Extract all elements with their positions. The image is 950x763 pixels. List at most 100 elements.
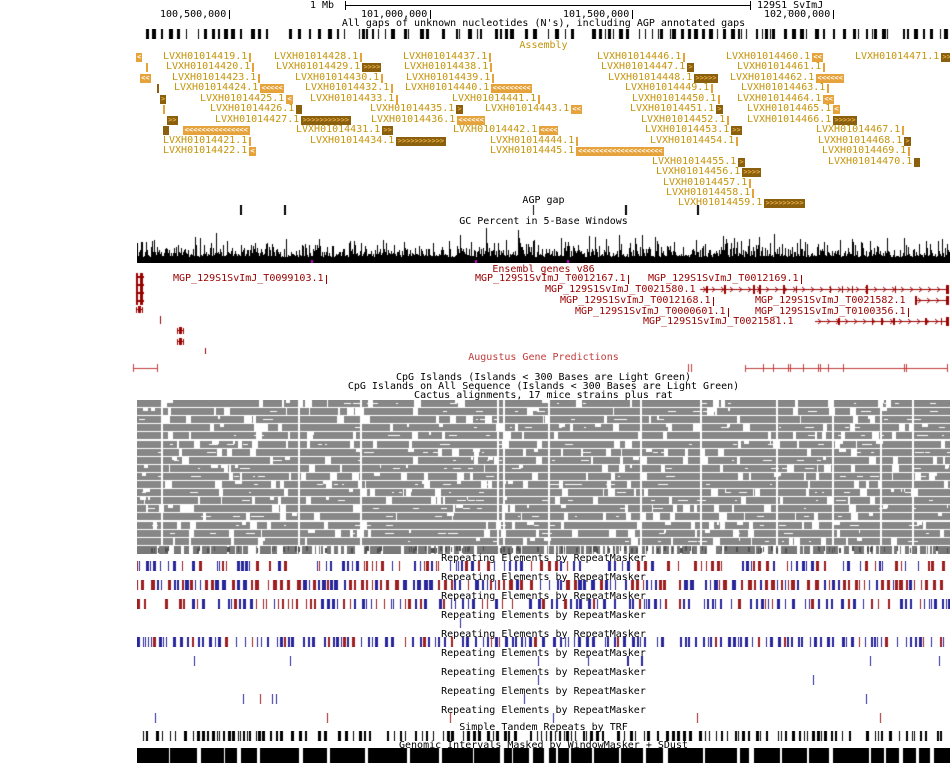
assembly-contig[interactable]: LVXH01014443.1 << xyxy=(485,104,582,114)
assembly-contig[interactable]: LVXH01014465.1 < xyxy=(747,104,840,114)
assembly-contig[interactable]: LVXH01014467.1 xyxy=(816,125,905,135)
ensembl-gene-label: MGP_129S1SvImJ_T0000601.1 xyxy=(575,306,726,317)
assembly-contig[interactable]: LVXH01014457.1 xyxy=(663,178,752,188)
repeatmasker-track-title: Repeating Elements by RepeatMasker xyxy=(441,591,646,602)
assembly-contig[interactable]: LVXH01014445.1 <<<<<<<<<<<<<<<<<<<< xyxy=(490,146,665,156)
ensembl-gene-models[interactable] xyxy=(130,272,950,354)
assembly-contig[interactable]: LVXH01014430.1 xyxy=(295,73,384,83)
assembly-contig[interactable]: << xyxy=(140,73,151,83)
assembly-contig-box xyxy=(576,136,579,146)
repeatmasker-track[interactable] xyxy=(137,694,950,704)
assembly-contig[interactable]: LVXH01014468.1 > xyxy=(818,136,911,146)
assembly-contig[interactable]: LVXH01014436.1 <<<<<< xyxy=(371,115,486,125)
assembly-contig[interactable] xyxy=(163,104,165,114)
assembly-contig[interactable]: LVXH01014460.1 << xyxy=(726,52,823,62)
assembly-contig[interactable]: LVXH01014431.1 >> xyxy=(296,125,393,135)
assembly-contig[interactable]: LVXH01014466.1 >>>>> xyxy=(747,115,857,125)
assembly-contig[interactable]: LVXH01014435.1 > xyxy=(370,104,463,114)
repeatmasker-track[interactable] xyxy=(137,637,950,647)
assembly-contig-label: LVXH01014429.1 xyxy=(276,61,361,72)
assembly-contig[interactable]: LVXH01014428.1 xyxy=(274,52,363,62)
assembly-contig[interactable]: LVXH01014432.1 xyxy=(305,83,394,93)
assembly-contig[interactable]: LVXH01014434.1 >>>>>>>>>>> xyxy=(310,136,446,146)
assembly-contig[interactable]: LVXH01014429.1 >>>> xyxy=(276,61,382,72)
ensembl-gene[interactable]: MGP_129S1SvImJ_T0000601.1 xyxy=(575,307,729,317)
assembly-contig[interactable]: LVXH01014421.1 xyxy=(163,136,252,146)
ruler-coordinate-label: 101,500,000 xyxy=(563,9,630,20)
assembly-contig[interactable]: LVXH01014471.1>>>>> xyxy=(855,52,950,62)
assembly-contig[interactable]: < xyxy=(136,52,143,62)
assembly-contig[interactable]: LVXH01014448.1 >>>>> xyxy=(608,73,718,83)
assembly-contig[interactable]: LVXH01014450.1 xyxy=(632,94,721,104)
assembly-contig[interactable]: LVXH01014444.1 xyxy=(490,136,579,146)
assembly-contig-box xyxy=(908,146,911,156)
assembly-contig[interactable]: LVXH01014453.1 >> xyxy=(645,125,742,135)
repeatmasker-track[interactable] xyxy=(137,618,950,628)
ensembl-gene[interactable]: MGP_129S1SvImJ_T0021580.1 xyxy=(545,285,696,295)
assembly-contig[interactable]: LVXH01014461.1 xyxy=(737,62,826,72)
trf-track[interactable] xyxy=(137,731,950,741)
assembly-contig[interactable]: LVXH01014423.1 xyxy=(172,73,261,83)
assembly-contig[interactable]: LVXH01014462.1 <<<<<< xyxy=(730,73,845,83)
assembly-contig-box: >>>>> xyxy=(941,52,950,62)
assembly-contig[interactable]: LVXH01014438.1 xyxy=(404,62,493,72)
assembly-contig[interactable]: LVXH01014455.1 > xyxy=(652,157,745,167)
assembly-contig[interactable]: LVXH01014452.1 xyxy=(641,115,730,125)
ensembl-gene[interactable]: MGP_129S1SvImJ_T0012169.1 xyxy=(648,274,802,284)
augustus-track[interactable] xyxy=(130,362,950,374)
assembly-contig[interactable]: LVXH01014425.1 < xyxy=(200,94,293,104)
assembly-contig[interactable]: LVXH01014454.1 xyxy=(650,136,739,146)
repeatmasker-track[interactable] xyxy=(137,599,950,609)
assembly-contig[interactable]: LVXH01014422.1 < xyxy=(163,146,256,156)
assembly-contig[interactable]: LVXH01014464.1 << xyxy=(737,94,834,104)
assembly-contig[interactable]: LVXH01014427.1 >>>>>>>>>>> xyxy=(215,115,351,125)
assembly-contig[interactable]: LVXH01014441.1 xyxy=(452,94,541,104)
windowmasker-track[interactable] xyxy=(137,748,950,763)
assembly-contig[interactable]: LVXH01014459.1 >>>>>>>>> xyxy=(678,198,805,208)
repeatmasker-track[interactable] xyxy=(137,580,950,590)
assembly-contig[interactable]: LVXH01014419.1 xyxy=(163,52,252,62)
assembly-contig[interactable]: LVXH01014424.1 <<<<< xyxy=(174,83,284,93)
repeatmasker-track[interactable] xyxy=(137,675,950,685)
assembly-contig[interactable]: LVXH01014463.1 xyxy=(741,83,830,93)
repeatmasker-track[interactable] xyxy=(137,656,950,666)
assembly-contig[interactable]: LVXH01014447.1 > xyxy=(601,62,694,72)
ensembl-gene[interactable]: MGP_129S1SvImJ_T0021582.1 xyxy=(755,296,906,306)
assembly-contig[interactable]: LVXH01014439.1 xyxy=(406,73,495,83)
assembly-contig[interactable]: LVXH01014456.1 >>>> xyxy=(656,167,762,177)
assembly-contig[interactable]: LVXH01014420.1 xyxy=(166,62,255,72)
assembly-contig[interactable] xyxy=(146,62,148,72)
assembly-contig[interactable]: >> xyxy=(167,115,178,125)
assembly-contig[interactable]: LVXH01014442.1 <<<< xyxy=(453,125,559,135)
assembly-contig-box: <<<<<<<<<<<<<<<<<<<< xyxy=(576,146,665,156)
ensembl-gene[interactable]: MGP_129S1SvImJ_T0100356.1 xyxy=(755,307,909,317)
assembly-contig[interactable]: LVXH01014451.1 > xyxy=(630,104,723,114)
assembly-contig[interactable]: LVXH01014449.1 xyxy=(625,83,714,93)
assembly-contig[interactable]: LVXH01014458.1 xyxy=(666,188,755,198)
assembly-contig[interactable]: LVXH01014433.1 xyxy=(310,94,399,104)
cactus-alignments-track[interactable] xyxy=(137,400,950,554)
ensembl-gene[interactable]: MGP_129S1SvImJ_T0012168.1 xyxy=(560,296,714,306)
assembly-contig[interactable]: LVXH01014426.1 xyxy=(210,104,303,114)
assembly-contig[interactable] xyxy=(163,125,169,135)
ensembl-gene[interactable]: MGP_129S1SvImJ_T0012167.1 xyxy=(475,274,629,284)
assembly-contig[interactable]: LVXH01014469.1 xyxy=(822,146,911,156)
assembly-contig-label: LVXH01014447.1 xyxy=(601,61,686,72)
assembly-contig[interactable]: LVXH01014446.1 xyxy=(597,52,686,62)
assembly-contig-label: LVXH01014465.1 xyxy=(747,103,832,114)
assembly-contig[interactable] xyxy=(157,83,159,93)
ensembl-gene[interactable]: MGP_129S1SvImJ_T0021581.1 xyxy=(643,317,794,327)
assembly-contig-label: LVXH01014459.1 xyxy=(678,197,763,208)
assembly-track-title: Assembly xyxy=(519,40,568,51)
assembly-contig[interactable]: LVXH01014440.1 <<<<<<<<< xyxy=(405,83,532,93)
repeatmasker-track[interactable] xyxy=(137,713,950,723)
ensembl-gene[interactable]: MGP_129S1SvImJ_T0099103.1 xyxy=(173,274,327,284)
assembly-contig[interactable]: <<<<<<<<<<<<<<< xyxy=(183,125,250,135)
assembly-contig[interactable]: LVXH01014437.1 xyxy=(403,52,492,62)
assembly-contig[interactable]: > xyxy=(160,94,167,104)
agp-gap-track[interactable] xyxy=(137,205,950,215)
assembly-contig[interactable]: LVXH01014470.1 xyxy=(828,157,921,167)
repeatmasker-track[interactable] xyxy=(137,561,950,571)
gc-percent-track[interactable] xyxy=(137,227,950,263)
gaps-track[interactable] xyxy=(137,29,950,39)
